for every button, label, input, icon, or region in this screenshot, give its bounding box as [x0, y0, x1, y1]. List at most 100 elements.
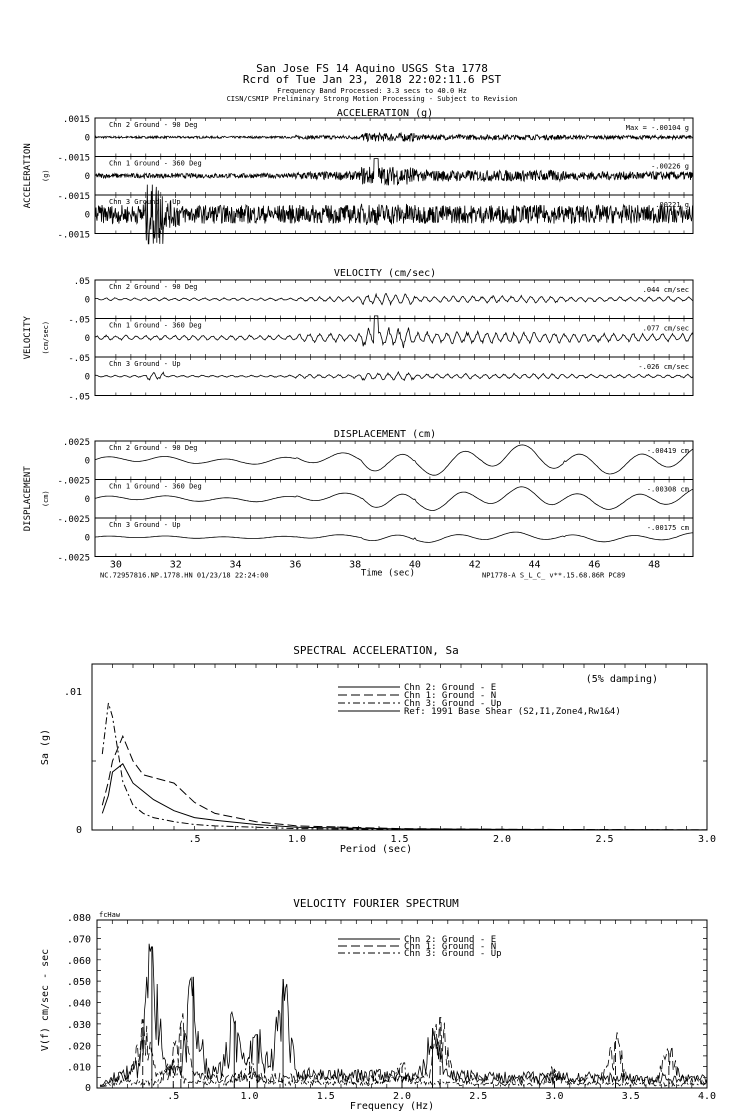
fs-x-tick: 1.0 [240, 1091, 258, 1102]
time-axis-label: Time (sec) [361, 569, 415, 579]
y-tick-label: 0 [85, 295, 90, 305]
channel-max: -.026 cm/sec [638, 363, 689, 371]
channel-max: .077 cm/sec [643, 325, 689, 333]
y-tick-label: -.0015 [57, 154, 90, 164]
fs-y-tick: .080 [67, 913, 91, 924]
fs-y-tick: .070 [67, 934, 91, 945]
sa-x-tick: 1.0 [288, 834, 306, 845]
y-tick-label: 0 [85, 133, 90, 143]
sa-y-label: Sa (g) [40, 729, 51, 765]
fs-corner-label: fcHaw [99, 911, 121, 919]
time-tick-label: 42 [469, 560, 481, 571]
acceleration-trace [95, 185, 693, 244]
fs-y-label: V(f) cm/sec - sec [40, 949, 51, 1051]
y-tick-label: 0 [85, 533, 90, 543]
displacement-trace [95, 532, 693, 542]
record-time: Rcrd of Tue Jan 23, 2018 22:02:11.6 PST [243, 73, 502, 86]
acceleration-title: ACCELERATION (g) [337, 108, 433, 119]
fs-x-tick: 4.0 [698, 1091, 716, 1102]
fs-y-tick: .040 [67, 999, 91, 1010]
fs-y-tick: .020 [67, 1041, 91, 1052]
y-tick-label: 0 [85, 210, 90, 220]
y-tick-label: -.05 [68, 354, 90, 364]
sa-x-tick: .5 [188, 834, 200, 845]
channel-max: -.00175 cm [647, 524, 689, 532]
fs-x-label: Frequency (Hz) [350, 1101, 434, 1112]
fs-frame [97, 920, 707, 1088]
channel-max: -.00226 g [651, 163, 689, 171]
fs-title: VELOCITY FOURIER SPECTRUM [293, 897, 459, 910]
time-ticks [116, 441, 684, 480]
fs-y-tick: .010 [67, 1063, 91, 1074]
processing-note: CISN/CSMIP Preliminary Strong Motion Pro… [227, 95, 518, 103]
time-ticks [116, 518, 684, 557]
displacement-unit-label: (cm) [42, 490, 50, 507]
sa-y-tick: 0 [76, 825, 82, 836]
time-tick-label: 38 [349, 560, 361, 571]
velocity-trace [95, 372, 693, 380]
fs-x-tick: .5 [167, 1091, 179, 1102]
time-tick-label: 36 [289, 560, 301, 571]
velocity-unit-label: (cm/sec) [42, 321, 50, 355]
record-id: NC.72957816.NP.1778.HN 01/23/18 22:24:00 [100, 572, 269, 580]
time-tick-label: 34 [230, 560, 242, 571]
fs-x-tick: 2.5 [469, 1091, 487, 1102]
sa-legend-ref: Ref: 1991 Base Shear (S2,I1,Zone4,Rw1&4) [404, 707, 621, 717]
channel-max: -.00308 cm [647, 486, 689, 494]
channel-label: Chn 2 Ground - 90 Deg [109, 283, 198, 291]
fs-y-tick: .030 [67, 1020, 91, 1031]
fs-y-tick: .050 [67, 977, 91, 988]
channel-label: Chn 2 Ground - 90 Deg [109, 444, 198, 452]
y-tick-label: -.0015 [57, 192, 90, 202]
channel-label: Chn 2 Ground - 90 Deg [109, 121, 198, 129]
time-tick-label: 44 [529, 560, 541, 571]
time-tick-label: 32 [170, 560, 182, 571]
frequency-band: Frequency Band Processed: 3.3 secs to 40… [277, 87, 467, 95]
sa-frame [92, 664, 707, 830]
fs-x-tick: 3.0 [545, 1091, 563, 1102]
fs-y-tick: .060 [67, 956, 91, 967]
velocity-title: VELOCITY (cm/sec) [334, 268, 436, 279]
channel-label: Chn 1 Ground - 360 Deg [109, 160, 202, 168]
y-tick-label: -.0025 [57, 477, 90, 487]
y-tick-label: 0 [85, 334, 90, 344]
sa-series-line [102, 764, 707, 830]
sa-ticks [92, 664, 707, 830]
y-tick-label: 0 [85, 495, 90, 505]
y-tick-label: -.0015 [57, 231, 90, 241]
fs-x-tick: 3.5 [622, 1091, 640, 1102]
y-tick-label: -.0025 [57, 554, 90, 564]
fs-ticks [97, 920, 707, 1088]
y-tick-label: 0 [85, 456, 90, 466]
time-tick-label: 46 [588, 560, 600, 571]
y-tick-label: .0015 [63, 115, 90, 125]
acceleration-trace [95, 133, 693, 142]
channel-max: -.00419 cm [647, 447, 689, 455]
channel-label: Chn 3 Ground - Up [109, 360, 181, 368]
fs-legend-label: Chn 3: Ground - Up [404, 949, 502, 959]
y-tick-label: -.05 [68, 393, 90, 403]
spectral-acceleration-chart: SPECTRAL ACCELERATION, Sa (5% damping) Sa … [40, 644, 716, 855]
y-tick-label: -.0025 [57, 515, 90, 525]
acceleration-unit-label: (g) [42, 169, 50, 182]
damping-note: (5% damping) [586, 674, 658, 685]
time-tick-label: 30 [110, 560, 122, 571]
sa-series-line [102, 703, 707, 830]
y-tick-label: -.05 [68, 316, 90, 326]
y-tick-label: .05 [74, 277, 90, 287]
channel-label: Chn 1 Ground - 360 Deg [109, 483, 202, 491]
channel-max: Max = -.00104 g [626, 124, 689, 132]
displacement-title: DISPLACEMENT (cm) [334, 429, 436, 440]
sa-series-line [102, 736, 707, 830]
sa-x-tick: 2.0 [493, 834, 511, 845]
sa-title: SPECTRAL ACCELERATION, Sa [293, 644, 459, 657]
processing-id: NP1778-A S_L_C_ v**.15.68.86R PC89 [482, 572, 625, 580]
displacement-side-label: DISPLACEMENT [23, 466, 33, 532]
fs-y-tick: 0 [85, 1083, 91, 1094]
channel-label: Chn 3 Ground - Up [109, 521, 181, 529]
sa-y-tick: .01 [64, 687, 82, 698]
sa-x-tick: 2.5 [595, 834, 613, 845]
fs-series-line [100, 1013, 707, 1086]
sa-x-tick: 3.0 [698, 834, 716, 845]
time-tick-label: 48 [648, 560, 660, 571]
